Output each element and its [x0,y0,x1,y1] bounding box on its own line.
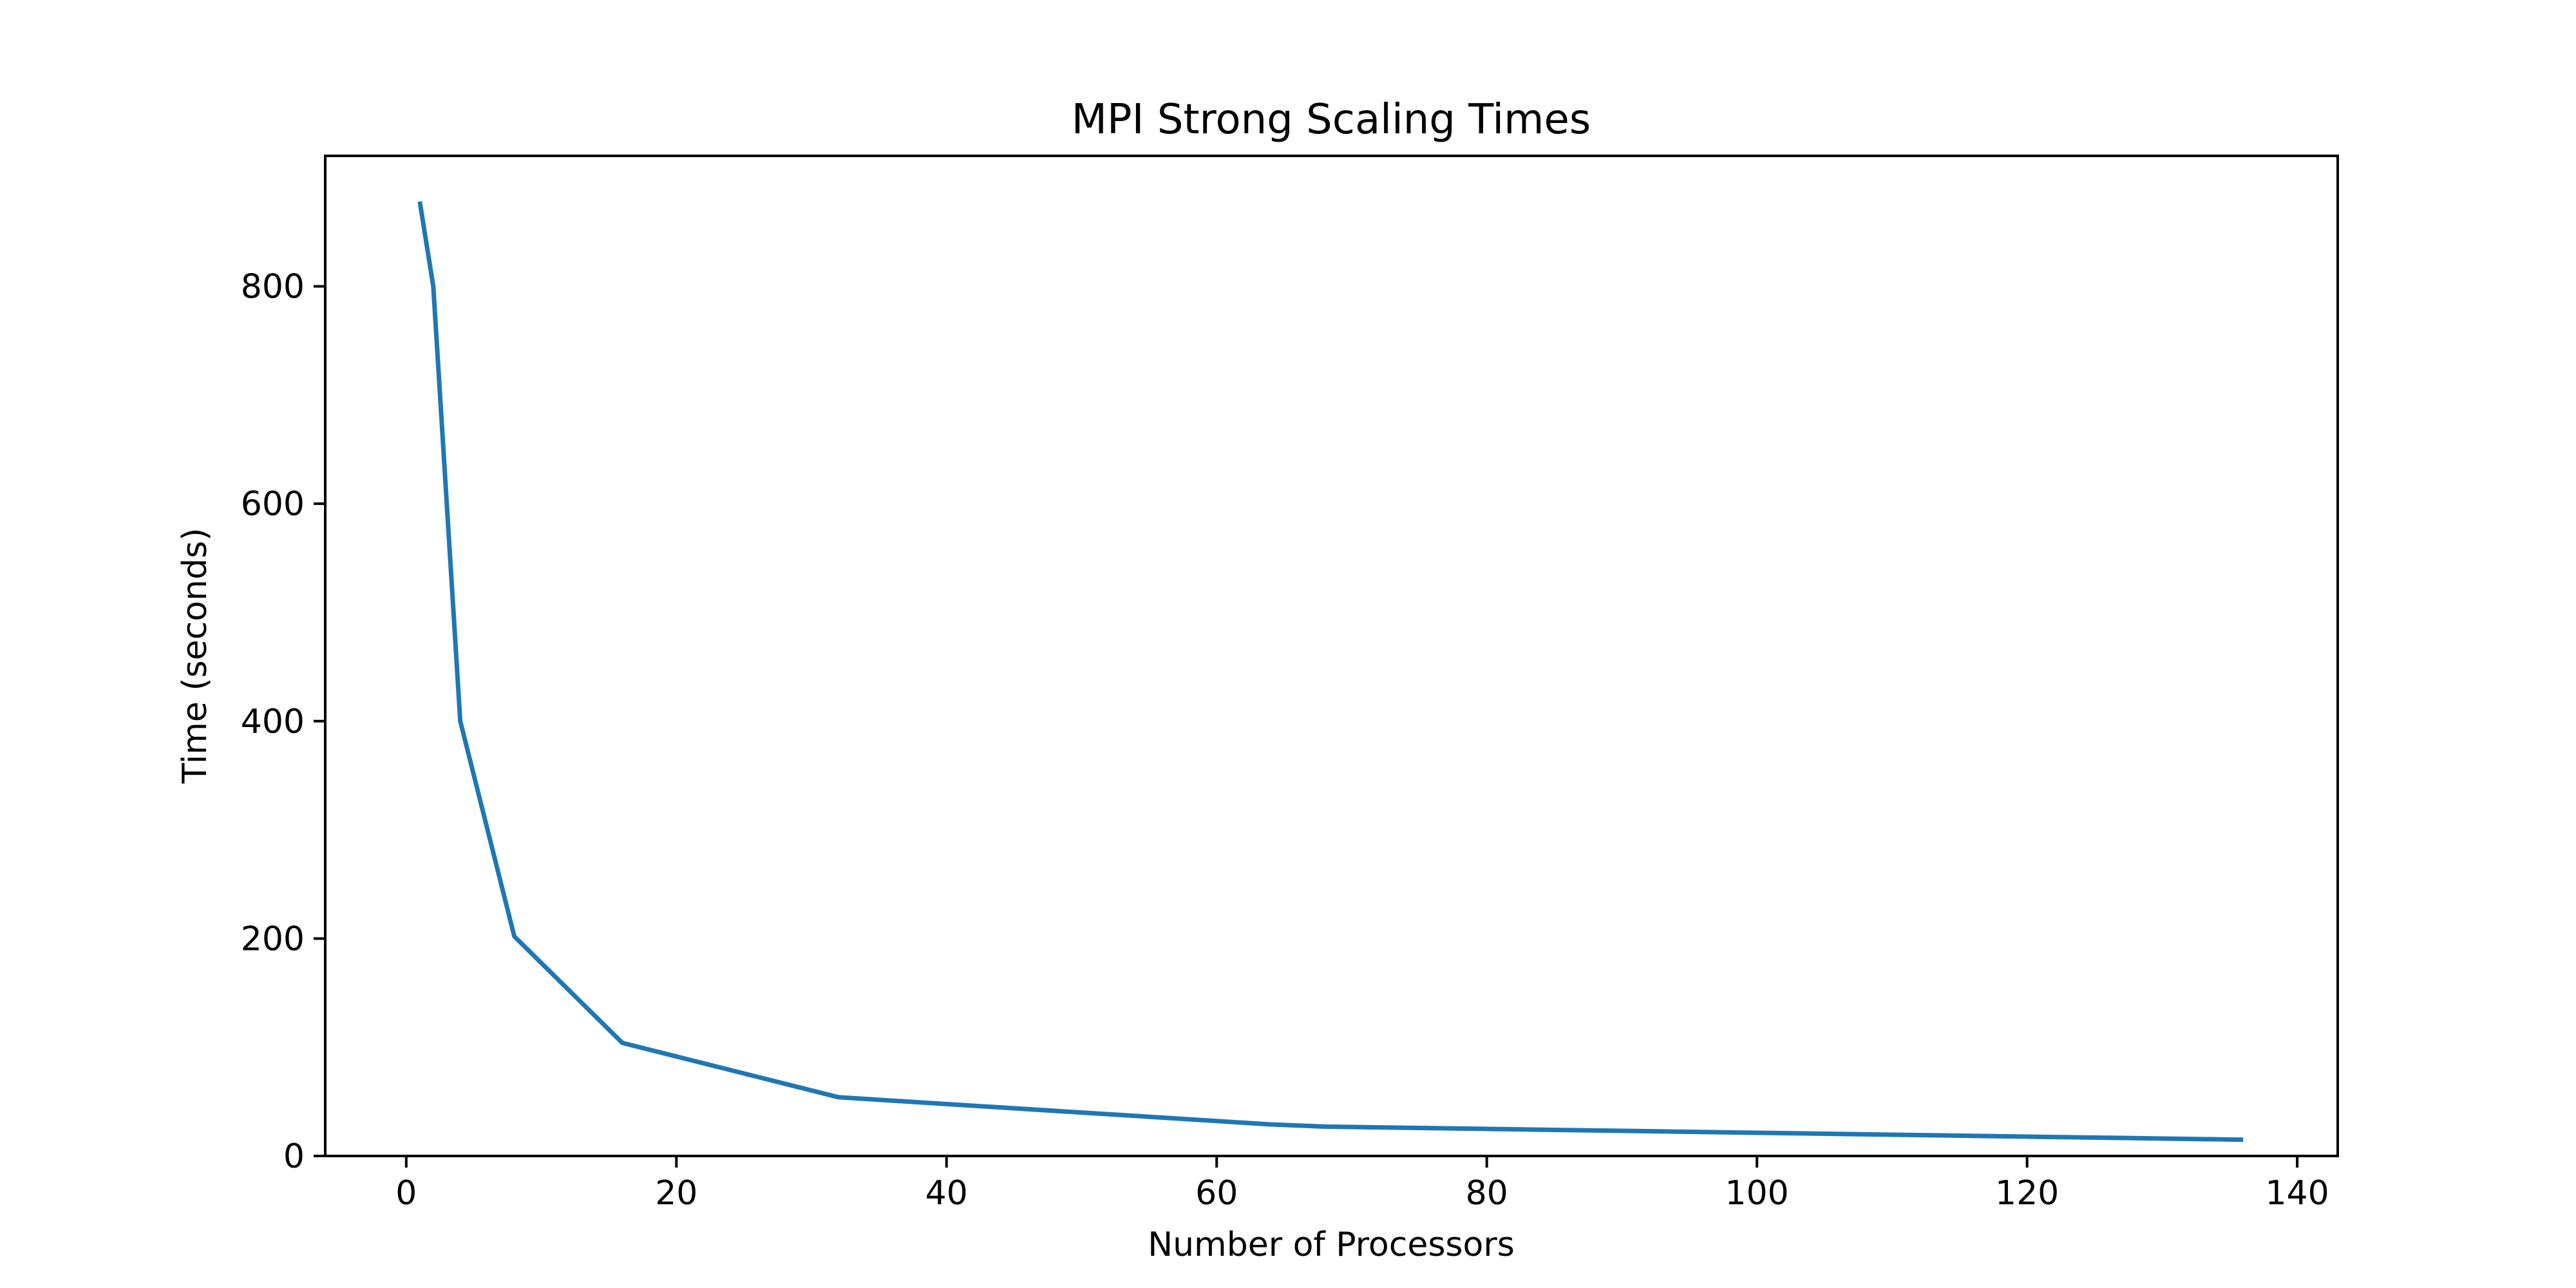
plot-area-frame [324,155,2339,1157]
x-tick-label: 120 [1995,1174,2059,1213]
y-tick-label: 200 [241,920,305,958]
x-tick-label: 80 [1466,1174,1508,1213]
y-tick-label: 600 [241,485,305,524]
x-axis-label: Number of Processors [1148,1226,1515,1264]
x-tick-label: 0 [395,1174,417,1213]
chart-title: MPI Strong Scaling Times [1072,96,1591,144]
x-tick-label: 60 [1195,1174,1238,1213]
y-axis-ticks: 0 200 400 600 800 [241,268,325,1176]
x-tick-label: 140 [2265,1174,2329,1213]
y-tick-label: 400 [241,703,305,741]
y-tick-label: 0 [283,1137,305,1176]
x-tick-label: 40 [925,1174,968,1213]
series-layer [417,201,2244,1142]
x-tick-label: 100 [1725,1174,1789,1213]
y-axis-label: Time (seconds) [176,528,214,784]
x-axis-ticks: 0 20 40 60 80 100 120 140 [395,1156,2329,1213]
series-line [417,201,2244,1142]
x-tick-label: 20 [655,1174,697,1213]
y-tick-label: 800 [241,268,305,307]
